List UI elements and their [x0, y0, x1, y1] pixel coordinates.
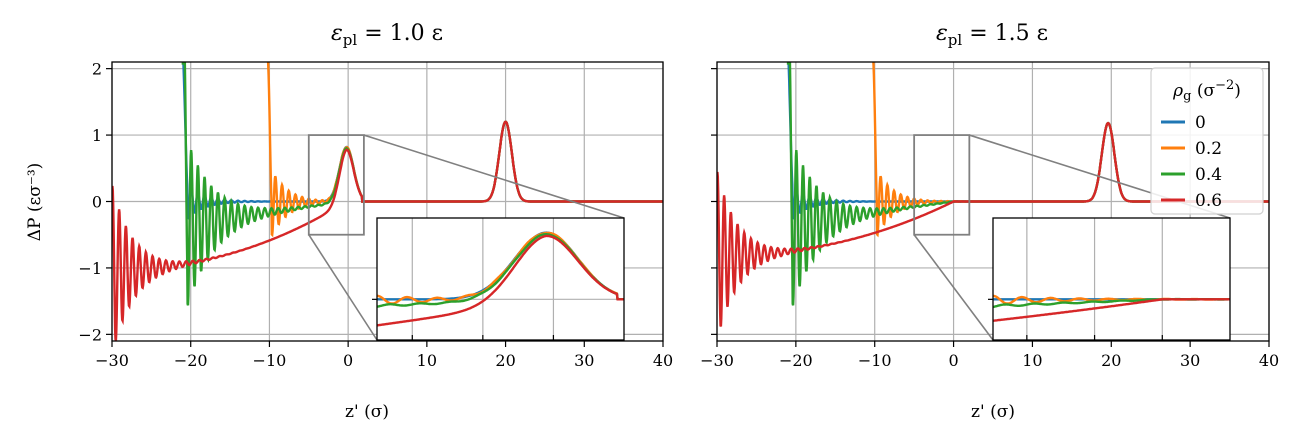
y-tick-label: 0 — [92, 193, 102, 212]
right-panel: εpl = 1.5 ε z' (σ) −30 −20 −10 0 10 20 30 40 ρg … — [700, 21, 1279, 422]
legend-label-0: 0 — [1195, 113, 1206, 133]
zoom-region-box — [913, 134, 971, 236]
zoom-connector-line — [308, 234, 378, 341]
y-tick-label: −1 — [78, 259, 102, 278]
zoom-connector-line — [913, 234, 994, 341]
x-tick-label: 30 — [574, 351, 594, 370]
legend-label-0.4: 0.4 — [1195, 165, 1222, 185]
x-tick-label: 0 — [948, 351, 958, 370]
x-tick-label: −30 — [95, 351, 129, 370]
x-tick-label: −30 — [700, 351, 734, 370]
left-x-axis-label: z' (σ) — [345, 402, 389, 422]
zoom-connector-line — [363, 134, 625, 219]
inset-series-line-0.6 — [377, 234, 624, 327]
x-tick-label: 40 — [1259, 351, 1279, 370]
zoom-region-box — [307, 134, 365, 236]
x-tick-label: 20 — [495, 351, 515, 370]
x-tick-label: 10 — [1022, 351, 1042, 370]
legend: ρg (σ−2) 0 0.2 0.4 0.6 — [1150, 67, 1264, 215]
left-inset — [372, 217, 625, 341]
y-tick-label: 1 — [92, 126, 102, 145]
left-y-axis-label: ΔP (εσ⁻³) — [25, 163, 45, 242]
right-x-axis-label: z' (σ) — [971, 402, 1015, 422]
x-tick-label: 10 — [417, 351, 437, 370]
x-tick-label: −10 — [253, 351, 287, 370]
legend-box — [1150, 67, 1264, 215]
y-tick-label: 2 — [92, 60, 102, 79]
right-inset — [988, 217, 1231, 341]
left-panel: εpl = 1.0 ε z' (σ) ΔP (εσ⁻³) −30 −20 −10 0 1… — [25, 21, 673, 422]
inset-series-line-0.6 — [993, 298, 1230, 322]
legend-label-0.6: 0.6 — [1195, 191, 1222, 211]
inset-frame — [992, 217, 1231, 341]
x-tick-label: −20 — [174, 351, 208, 370]
series-line-0.2 — [266, 62, 663, 238]
legend-label-0.2: 0.2 — [1195, 139, 1222, 159]
x-tick-label: 0 — [343, 351, 353, 370]
x-tick-label: −10 — [858, 351, 892, 370]
inset-frame — [376, 217, 625, 341]
right-panel-title: εpl = 1.5 ε — [936, 21, 1048, 49]
x-tick-label: 20 — [1101, 351, 1121, 370]
x-tick-label: −20 — [779, 351, 813, 370]
y-tick-label: −2 — [78, 325, 102, 344]
x-tick-label: 30 — [1180, 351, 1200, 370]
legend-title: ρg (σ−2) — [1172, 78, 1241, 104]
x-tick-label: 40 — [653, 351, 673, 370]
left-panel-title: εpl = 1.0 ε — [331, 21, 443, 49]
